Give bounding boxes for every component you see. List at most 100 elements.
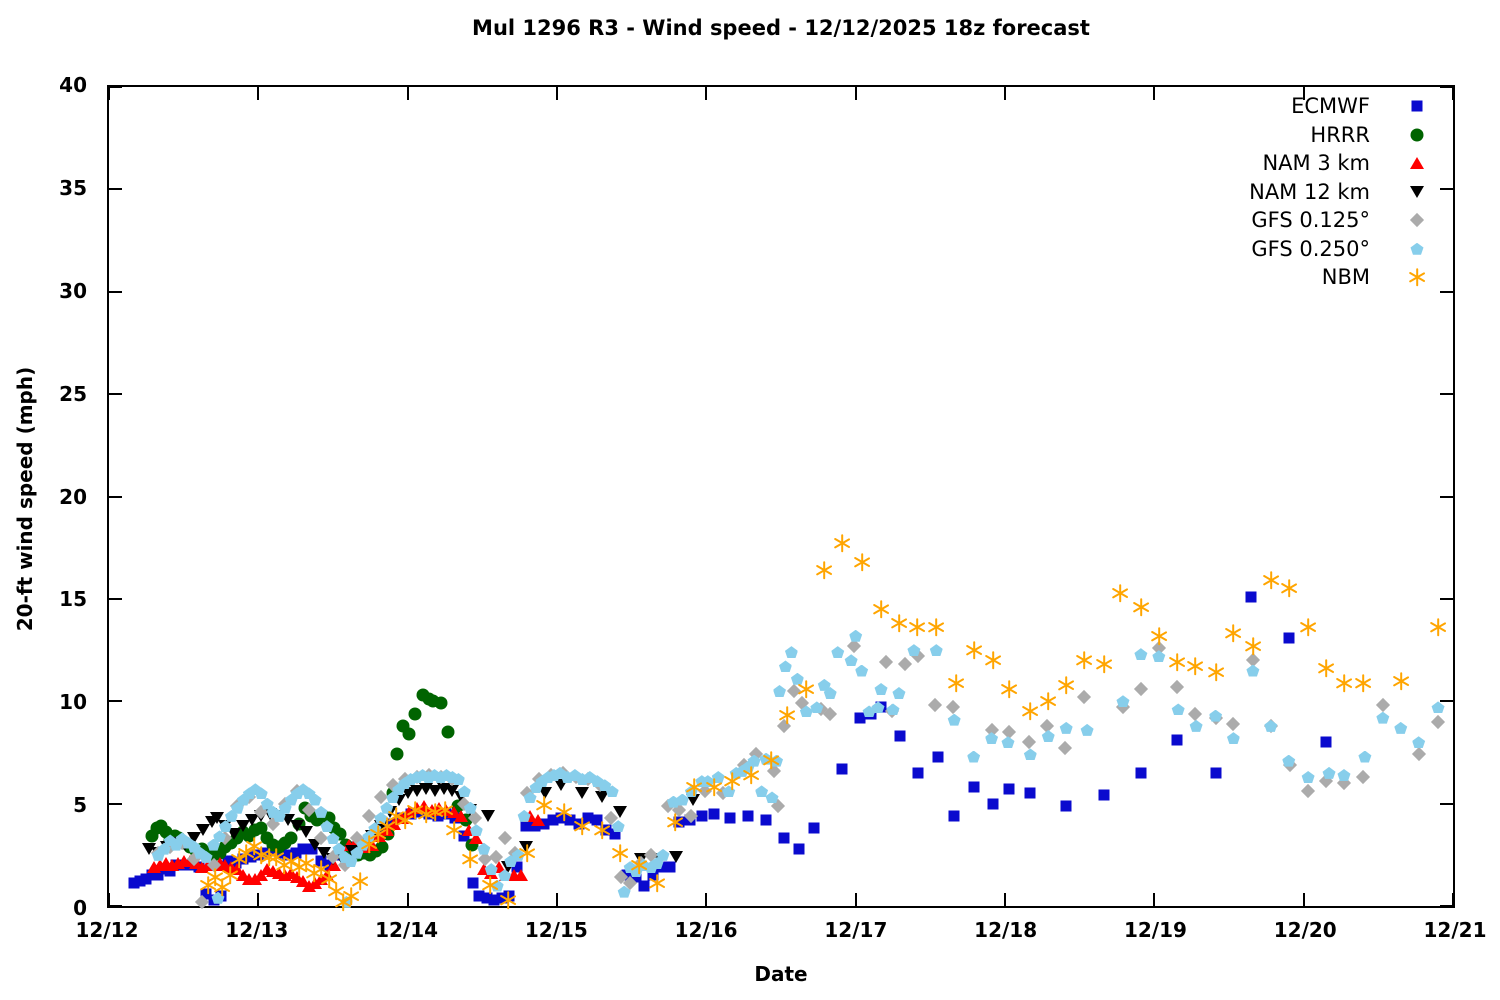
data-point-nbm — [1095, 655, 1113, 674]
data-point-gfs-0-250- — [755, 785, 769, 798]
data-point-nbm — [1000, 679, 1018, 698]
data-point-ecmwf — [582, 812, 594, 824]
data-point-gfs-0-125- — [1375, 698, 1390, 713]
data-point-gfs-0-250- — [907, 644, 921, 657]
x-axis-tick-mirror — [1452, 87, 1454, 100]
y-tick-label: 0 — [73, 896, 87, 920]
data-point-gfs-0-250- — [1337, 768, 1351, 781]
data-point-ecmwf — [638, 880, 650, 892]
data-point-ecmwf — [760, 814, 772, 826]
x-axis-tick-mirror — [854, 87, 857, 100]
x-axis-tick-mirror — [257, 87, 260, 100]
data-point-nbm — [1075, 651, 1093, 670]
data-point-gfs-0-250- — [871, 701, 885, 714]
data-point-ecmwf — [290, 847, 302, 859]
data-point-gfs-0-250- — [1189, 719, 1203, 732]
legend-item-ecmwf: ECMWF — [1120, 92, 1464, 121]
data-point-gfs-0-250- — [778, 660, 792, 673]
data-point-ecmwf — [854, 712, 866, 724]
data-point-nbm — [630, 856, 648, 875]
data-point-ecmwf — [511, 861, 523, 873]
x-tick-label: 12/14 — [375, 918, 439, 942]
x-axis-tick — [1153, 893, 1156, 906]
data-point-gfs-0-250- — [1023, 748, 1037, 761]
data-point-gfs-0-250- — [511, 848, 525, 861]
x-axis-tick — [705, 893, 708, 906]
y-axis-tick-mirror — [1440, 905, 1453, 907]
data-point-hrrr — [375, 840, 389, 854]
data-point-gfs-0-250- — [326, 832, 340, 845]
data-point-ecmwf — [948, 810, 960, 822]
data-point-nbm — [1057, 675, 1075, 694]
data-point-nbm — [1224, 624, 1242, 643]
data-point-gfs-0-250- — [1412, 736, 1426, 749]
data-point-gfs-0-250- — [1209, 709, 1223, 722]
data-point-ecmwf — [520, 820, 532, 832]
data-point-ecmwf — [467, 877, 479, 889]
data-point-gfs-0-250- — [810, 701, 824, 714]
data-point-nbm — [908, 618, 926, 637]
data-point-nbm — [927, 618, 945, 637]
data-point-gfs-0-250- — [617, 885, 631, 898]
data-point-ecmwf — [134, 875, 146, 887]
data-point-gfs-0-125- — [1021, 735, 1036, 750]
x-axis-tick — [108, 893, 110, 906]
data-point-ecmwf — [1171, 734, 1183, 746]
data-point-gfs-0-250- — [314, 805, 328, 818]
legend-label: NAM 12 km — [1249, 179, 1370, 204]
y-axis-tick-mirror — [1440, 188, 1453, 191]
data-point-gfs-0-250- — [1358, 750, 1372, 763]
y-axis-tick — [109, 290, 122, 293]
data-point-gfs-0-125- — [1226, 716, 1241, 731]
data-point-ecmwf — [297, 843, 309, 855]
y-tick-label: 35 — [59, 175, 87, 200]
legend-label: NAM 3 km — [1262, 151, 1370, 176]
x-tick-label: 12/20 — [1273, 918, 1337, 942]
x-axis-tick-mirror — [1302, 87, 1305, 100]
data-point-ecmwf — [987, 798, 999, 810]
data-point-nbm — [947, 673, 965, 692]
x-tick-label: 12/12 — [75, 918, 139, 942]
y-tick-label: 20 — [59, 484, 87, 509]
data-point-gfs-0-125- — [1057, 741, 1072, 756]
data-point-nbm — [648, 874, 666, 893]
legend-label: HRRR — [1310, 122, 1370, 147]
data-point-ecmwf — [555, 812, 567, 824]
data-point-ecmwf — [432, 810, 444, 822]
data-point-nam-12-km — [299, 826, 314, 839]
data-point-nbm — [518, 843, 536, 862]
data-point-nam-3-km — [514, 869, 529, 882]
data-point-gfs-0-250- — [598, 779, 612, 792]
data-point-gfs-0-125- — [1301, 784, 1316, 799]
y-tick-label: 40 — [59, 73, 87, 97]
y-axis-tick-mirror — [1440, 700, 1453, 703]
data-point-gfs-0-250- — [213, 830, 226, 843]
data-point-nbm — [611, 843, 629, 862]
x-axis-title: Date — [754, 962, 808, 986]
data-point-ecmwf — [282, 849, 294, 861]
legend-label: NBM — [1321, 265, 1370, 290]
data-point-nbm — [1429, 618, 1447, 637]
data-point-nbm — [1021, 702, 1039, 721]
data-point-gfs-0-250- — [611, 820, 625, 833]
data-point-nbm — [1186, 657, 1204, 676]
asterisk-marker-icon — [1370, 263, 1464, 291]
data-point-nbm — [351, 872, 369, 891]
data-point-nam-12-km — [612, 805, 627, 818]
data-point-nbm — [797, 679, 815, 698]
data-point-ecmwf — [1024, 787, 1036, 799]
y-tick-label: 10 — [59, 690, 87, 715]
data-point-gfs-0-250- — [892, 687, 906, 700]
data-point-ecmwf — [547, 814, 559, 826]
data-point-nam-12-km — [575, 787, 590, 800]
data-point-hrrr — [408, 707, 422, 721]
data-point-nbm — [1392, 671, 1410, 690]
data-point-gfs-0-125- — [927, 698, 942, 713]
data-point-ecmwf — [808, 822, 820, 834]
x-axis-tick-mirror — [1153, 87, 1156, 100]
data-point-gfs-0-250- — [1282, 754, 1296, 767]
triangle-up-marker-icon — [1370, 149, 1464, 177]
data-point-ecmwf — [164, 865, 176, 877]
data-point-ecmwf — [793, 843, 805, 855]
y-axis-tick — [109, 597, 122, 600]
